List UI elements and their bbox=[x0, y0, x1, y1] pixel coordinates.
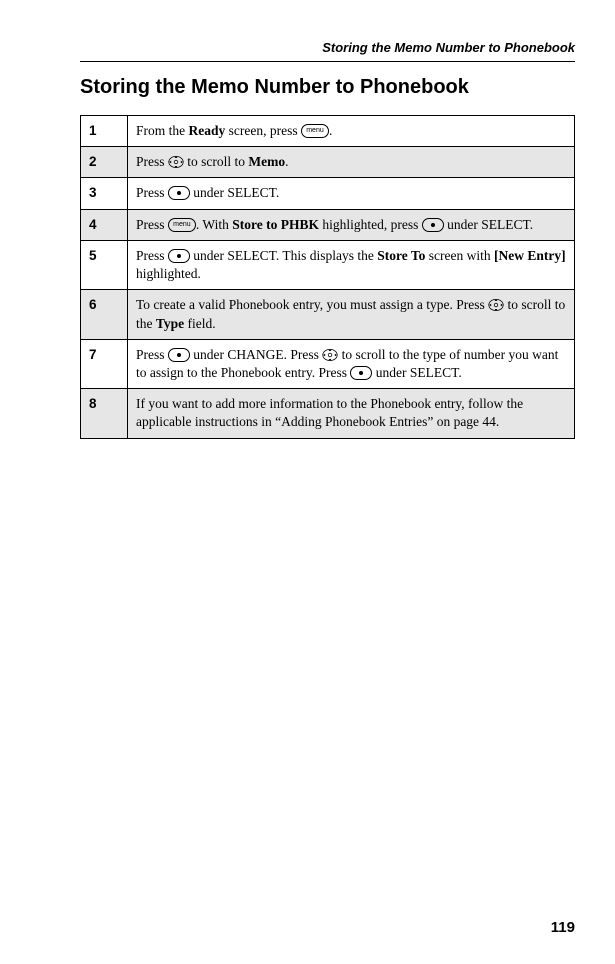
step-text: Press to scroll to Memo. bbox=[128, 147, 575, 178]
bold-text: Memo bbox=[248, 154, 285, 169]
page-number: 119 bbox=[551, 919, 575, 936]
bold-text: Type bbox=[156, 316, 184, 331]
step-row: 4Press menu. With Store to PHBK highligh… bbox=[81, 209, 575, 240]
bold-text: [New Entry] bbox=[494, 248, 566, 263]
step-number: 6 bbox=[81, 290, 128, 339]
bold-text: Store to PHBK bbox=[232, 217, 319, 232]
page-title: Storing the Memo Number to Phonebook bbox=[80, 76, 575, 99]
menu-key-icon: menu bbox=[168, 218, 196, 232]
menu-key-icon: menu bbox=[301, 124, 329, 138]
running-header: Storing the Memo Number to Phonebook bbox=[80, 40, 575, 55]
step-text: Press menu. With Store to PHBK highlight… bbox=[128, 209, 575, 240]
header-rule bbox=[80, 61, 575, 62]
step-row: 8If you want to add more information to … bbox=[81, 389, 575, 438]
page-container: Storing the Memo Number to Phonebook Sto… bbox=[0, 0, 615, 964]
softkey-dot-icon bbox=[350, 366, 372, 380]
step-text: Press under CHANGE. Press to scroll to t… bbox=[128, 339, 575, 388]
step-number: 7 bbox=[81, 339, 128, 388]
step-number: 1 bbox=[81, 116, 128, 147]
nav-key-icon bbox=[168, 154, 184, 170]
step-row: 5Press under SELECT. This displays the S… bbox=[81, 240, 575, 289]
step-number: 8 bbox=[81, 389, 128, 438]
bold-text: Ready bbox=[189, 123, 226, 138]
step-text: To create a valid Phonebook entry, you m… bbox=[128, 290, 575, 339]
nav-key-icon bbox=[322, 347, 338, 363]
step-number: 2 bbox=[81, 147, 128, 178]
step-number: 4 bbox=[81, 209, 128, 240]
softkey-dot-icon bbox=[168, 348, 190, 362]
step-text: If you want to add more information to t… bbox=[128, 389, 575, 438]
step-number: 3 bbox=[81, 178, 128, 209]
steps-table: 1From the Ready screen, press menu.2Pres… bbox=[80, 115, 575, 439]
bold-text: Store To bbox=[377, 248, 425, 263]
step-text: Press under SELECT. bbox=[128, 178, 575, 209]
nav-key-icon bbox=[488, 297, 504, 313]
step-row: 6To create a valid Phonebook entry, you … bbox=[81, 290, 575, 339]
softkey-dot-icon bbox=[168, 249, 190, 263]
softkey-dot-icon bbox=[168, 186, 190, 200]
step-row: 3Press under SELECT. bbox=[81, 178, 575, 209]
step-row: 7Press under CHANGE. Press to scroll to … bbox=[81, 339, 575, 388]
step-text: From the Ready screen, press menu. bbox=[128, 116, 575, 147]
step-row: 2Press to scroll to Memo. bbox=[81, 147, 575, 178]
step-number: 5 bbox=[81, 240, 128, 289]
softkey-dot-icon bbox=[422, 218, 444, 232]
step-text: Press under SELECT. This displays the St… bbox=[128, 240, 575, 289]
step-row: 1From the Ready screen, press menu. bbox=[81, 116, 575, 147]
